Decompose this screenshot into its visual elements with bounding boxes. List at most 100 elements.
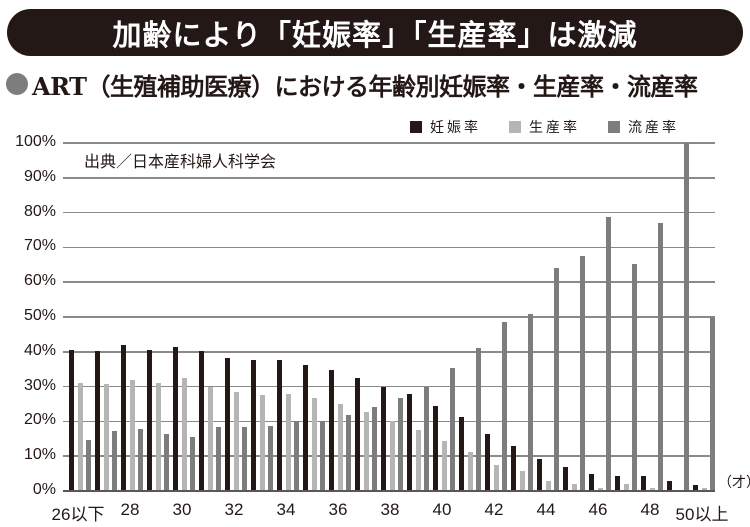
bar-pregnancy [69, 350, 74, 491]
gridline [63, 455, 715, 457]
bar-miscarriage [294, 421, 300, 491]
bar-pregnancy [511, 446, 516, 491]
legend-label: 流産率 [628, 120, 679, 136]
legend-label: 妊娠率 [430, 120, 481, 136]
bar-live-birth [207, 386, 213, 491]
bar-miscarriage [554, 268, 560, 491]
bar-pregnancy [199, 351, 204, 491]
gridline [63, 316, 715, 318]
x-tick-label: 28 [120, 500, 140, 519]
bar-miscarriage [86, 440, 92, 491]
gridline [63, 211, 715, 214]
y-tick-label: 40% [23, 341, 56, 359]
bar-pregnancy [225, 357, 230, 491]
x-tick-label: 46 [588, 500, 608, 519]
x-axis-unit: （才） [718, 475, 750, 491]
bar-pregnancy [433, 406, 438, 491]
bar-pregnancy [121, 344, 126, 491]
bar-pregnancy [641, 476, 646, 491]
gridline [63, 420, 715, 423]
x-tick-label: 50以上 [675, 505, 729, 524]
bar-miscarriage [216, 426, 222, 491]
bar-pregnancy [459, 416, 464, 491]
bar-live-birth [337, 404, 343, 491]
bar-live-birth [493, 465, 499, 491]
legend-item-miscarriage: 流産率 [608, 117, 679, 137]
bar-pregnancy [173, 346, 178, 491]
gridline [63, 177, 715, 179]
bar-live-birth [129, 380, 135, 491]
bar-live-birth [389, 421, 395, 491]
bar-miscarriage [710, 317, 716, 491]
y-tick-label: 0% [32, 481, 56, 498]
y-tick-label: 100% [15, 133, 56, 150]
bar-miscarriage [658, 222, 664, 491]
bar-miscarriage [242, 426, 248, 491]
headline-banner: 加齢により「妊娠率」「生産率」は激減 [7, 9, 743, 56]
y-tick-label: 90% [23, 167, 56, 185]
bar-live-birth [415, 429, 421, 491]
legend-swatch-pregnancy-icon [410, 121, 422, 133]
legend: 妊娠率 生産率 流産率 [410, 117, 679, 137]
bar-miscarriage [476, 348, 482, 491]
bar-live-birth [441, 440, 447, 491]
bar-live-birth [519, 471, 525, 491]
y-tick-label: 80% [23, 202, 56, 220]
bar-miscarriage [320, 421, 326, 491]
bar-pregnancy [563, 467, 568, 491]
bar-pregnancy [303, 365, 308, 491]
bar-miscarriage [138, 429, 144, 491]
bar-pregnancy [693, 485, 698, 491]
bar-live-birth [181, 377, 187, 491]
bar-pregnancy [277, 360, 282, 491]
bar-live-birth [285, 393, 291, 491]
bar-miscarriage [632, 263, 638, 491]
y-tick-label: 30% [23, 376, 56, 394]
bar-miscarriage [684, 143, 690, 491]
bar-miscarriage [502, 321, 508, 491]
chart-title-text: ART（生殖補助医療）における年齢別妊娠率・生産率・流産率 [32, 71, 698, 101]
bar-miscarriage [424, 386, 430, 491]
bar-pregnancy [537, 458, 542, 491]
bar-pregnancy [251, 360, 256, 491]
gridline [63, 246, 715, 249]
legend-swatch-miscarriage-icon [608, 121, 620, 133]
bar-miscarriage [190, 437, 196, 491]
bar-miscarriage [450, 368, 456, 491]
bar-pregnancy [147, 349, 152, 491]
bar-miscarriage [164, 434, 170, 491]
x-tick-label: 44 [536, 500, 556, 519]
bar-live-birth [259, 394, 265, 491]
x-tick-label: 40 [432, 500, 452, 519]
gridline [63, 351, 715, 353]
bar-miscarriage [606, 217, 612, 491]
bar-miscarriage [346, 414, 352, 491]
bar-live-birth [571, 483, 577, 491]
bar-pregnancy [485, 434, 490, 491]
y-tick-label: 60% [23, 272, 56, 290]
x-axis-line [63, 490, 715, 492]
bar-miscarriage [580, 255, 586, 491]
bar-live-birth [155, 382, 161, 491]
bar-live-birth [701, 487, 707, 491]
bar-miscarriage [398, 398, 404, 491]
bar-live-birth [77, 382, 83, 491]
chart-title: ART（生殖補助医療）における年齢別妊娠率・生産率・流産率 [6, 66, 698, 102]
bar-live-birth [103, 384, 109, 491]
x-tick-label: 48 [640, 500, 660, 519]
bar-pregnancy [381, 386, 386, 491]
bar-live-birth [233, 392, 239, 491]
bar-miscarriage [528, 313, 534, 491]
bar-pregnancy [95, 351, 100, 491]
bar-pregnancy [355, 377, 360, 491]
x-tick-label: 26以下 [51, 505, 105, 524]
y-tick-label: 10% [23, 446, 56, 464]
bar-miscarriage [268, 425, 274, 491]
legend-swatch-live-birth-icon [509, 121, 521, 133]
bullet-icon [6, 73, 28, 95]
bar-miscarriage [112, 431, 118, 491]
bar-miscarriage [372, 407, 378, 491]
x-tick-label: 34 [276, 500, 296, 519]
headline-text: 加齢により「妊娠率」「生産率」は激減 [112, 17, 638, 52]
bar-live-birth [363, 412, 369, 491]
